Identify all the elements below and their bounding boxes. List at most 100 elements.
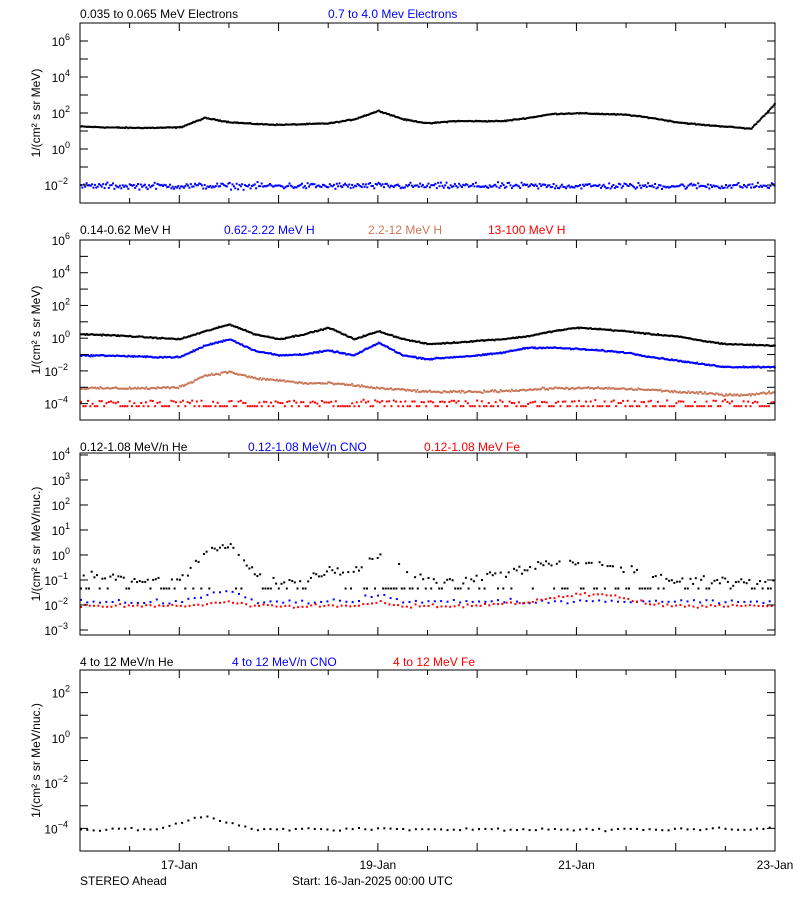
data-point bbox=[569, 186, 572, 189]
data-point bbox=[154, 405, 157, 408]
data-point bbox=[696, 339, 699, 342]
data-point bbox=[602, 328, 605, 331]
data-point bbox=[347, 353, 350, 356]
data-point bbox=[735, 604, 738, 607]
data-point bbox=[107, 186, 110, 189]
data-point bbox=[771, 366, 774, 368]
data-point bbox=[575, 405, 578, 408]
data-point bbox=[485, 186, 488, 189]
data-point bbox=[736, 126, 739, 129]
data-point bbox=[707, 405, 710, 408]
data-point bbox=[250, 122, 253, 125]
data-point bbox=[676, 580, 679, 583]
data-point bbox=[440, 357, 443, 360]
data-point bbox=[162, 605, 165, 608]
data-point bbox=[594, 349, 597, 352]
data-point bbox=[735, 405, 738, 408]
data-point bbox=[249, 376, 252, 379]
data-point bbox=[223, 601, 226, 604]
data-point bbox=[149, 604, 152, 607]
data-point bbox=[231, 590, 234, 593]
data-point bbox=[617, 387, 620, 390]
data-point bbox=[587, 112, 590, 115]
data-point bbox=[624, 183, 627, 186]
data-point bbox=[485, 405, 488, 408]
data-point bbox=[509, 597, 512, 600]
data-point bbox=[512, 349, 515, 352]
data-point bbox=[575, 112, 578, 114]
data-point bbox=[157, 576, 160, 579]
data-point bbox=[246, 346, 249, 349]
data-point bbox=[392, 604, 395, 607]
data-point bbox=[297, 353, 300, 356]
data-point bbox=[490, 352, 492, 355]
data-point bbox=[470, 184, 473, 187]
data-point bbox=[544, 332, 547, 335]
data-point bbox=[82, 333, 85, 336]
data-point bbox=[686, 828, 689, 831]
data-point bbox=[310, 604, 313, 607]
data-point bbox=[519, 186, 522, 189]
data-point bbox=[630, 387, 633, 390]
data-point bbox=[150, 336, 153, 339]
data-point bbox=[610, 329, 613, 332]
data-point bbox=[232, 325, 235, 328]
data-point bbox=[131, 126, 133, 129]
data-point bbox=[515, 569, 518, 572]
data-point bbox=[441, 184, 444, 187]
data-point bbox=[395, 351, 398, 354]
data-point bbox=[309, 183, 312, 186]
data-point bbox=[135, 405, 138, 408]
data-point bbox=[148, 355, 151, 358]
data-point bbox=[649, 185, 652, 188]
data-point bbox=[164, 386, 167, 389]
data-point bbox=[373, 187, 376, 190]
data-point bbox=[617, 113, 620, 116]
data-point bbox=[661, 334, 664, 337]
data-point bbox=[573, 347, 576, 350]
data-point bbox=[315, 122, 318, 125]
data-point bbox=[132, 335, 135, 338]
data-point bbox=[353, 605, 356, 607]
data-point bbox=[225, 372, 228, 375]
data-point bbox=[711, 340, 714, 343]
data-point bbox=[205, 116, 208, 119]
data-point bbox=[352, 337, 355, 340]
data-point bbox=[246, 122, 249, 125]
data-point bbox=[574, 387, 577, 390]
data-point bbox=[282, 827, 285, 830]
data-point bbox=[148, 336, 151, 339]
data-point bbox=[497, 338, 499, 341]
data-point bbox=[352, 354, 355, 357]
data-point bbox=[293, 581, 296, 584]
data-point bbox=[126, 405, 129, 408]
data-point bbox=[577, 386, 580, 389]
data-point bbox=[193, 405, 196, 408]
data-point bbox=[288, 353, 291, 356]
data-point bbox=[710, 124, 713, 127]
data-point bbox=[452, 599, 455, 601]
data-point bbox=[548, 387, 551, 390]
data-point bbox=[772, 365, 775, 368]
data-point bbox=[443, 581, 446, 584]
data-point bbox=[397, 336, 400, 339]
data-point bbox=[559, 329, 562, 332]
data-point bbox=[111, 334, 114, 337]
data-point bbox=[195, 184, 198, 187]
data-point bbox=[573, 112, 576, 115]
data-point bbox=[641, 355, 644, 358]
data-point bbox=[637, 331, 640, 334]
data-point bbox=[263, 828, 266, 831]
data-point bbox=[439, 357, 442, 360]
data-point bbox=[691, 184, 694, 187]
data-point bbox=[674, 121, 677, 124]
data-point bbox=[371, 185, 374, 187]
data-point bbox=[292, 186, 295, 189]
data-point bbox=[99, 333, 102, 336]
data-point bbox=[542, 564, 545, 567]
data-point bbox=[714, 605, 717, 608]
data-point bbox=[181, 354, 184, 357]
data-point bbox=[640, 401, 643, 404]
data-point bbox=[153, 336, 155, 339]
panel-1: 0.035 to 0.065 MeV Electrons 0.7 to 4.0 M… bbox=[29, 7, 776, 204]
